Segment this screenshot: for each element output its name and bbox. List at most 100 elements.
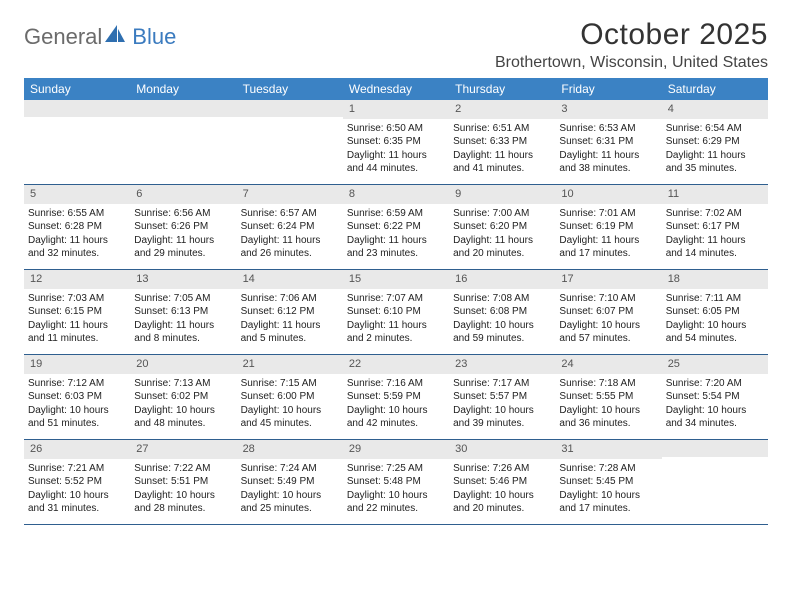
day-number: 6 bbox=[130, 185, 236, 204]
sunset-text: Sunset: 6:28 PM bbox=[28, 220, 126, 234]
day-details: Sunrise: 7:01 AMSunset: 6:19 PMDaylight:… bbox=[555, 204, 661, 265]
daylight-text: Daylight: 11 hours and 35 minutes. bbox=[666, 149, 764, 176]
sunset-text: Sunset: 6:19 PM bbox=[559, 220, 657, 234]
daylight-text: Daylight: 11 hours and 44 minutes. bbox=[347, 149, 445, 176]
daylight-text: Daylight: 10 hours and 42 minutes. bbox=[347, 404, 445, 431]
sunset-text: Sunset: 6:33 PM bbox=[453, 135, 551, 149]
daylight-text: Daylight: 11 hours and 17 minutes. bbox=[559, 234, 657, 261]
day-details: Sunrise: 7:17 AMSunset: 5:57 PMDaylight:… bbox=[449, 374, 555, 435]
daylight-text: Daylight: 10 hours and 57 minutes. bbox=[559, 319, 657, 346]
day-number: 13 bbox=[130, 270, 236, 289]
day-details: Sunrise: 7:20 AMSunset: 5:54 PMDaylight:… bbox=[662, 374, 768, 435]
day-number: 29 bbox=[343, 440, 449, 459]
day-number: 10 bbox=[555, 185, 661, 204]
day-number: 7 bbox=[237, 185, 343, 204]
daylight-text: Daylight: 11 hours and 38 minutes. bbox=[559, 149, 657, 176]
sunrise-text: Sunrise: 7:03 AM bbox=[28, 292, 126, 306]
calendar-cell: 20Sunrise: 7:13 AMSunset: 6:02 PMDayligh… bbox=[130, 355, 236, 439]
calendar-cell: 5Sunrise: 6:55 AMSunset: 6:28 PMDaylight… bbox=[24, 185, 130, 269]
day-number: 23 bbox=[449, 355, 555, 374]
sunset-text: Sunset: 6:13 PM bbox=[134, 305, 232, 319]
sunrise-text: Sunrise: 7:07 AM bbox=[347, 292, 445, 306]
day-details: Sunrise: 6:54 AMSunset: 6:29 PMDaylight:… bbox=[662, 119, 768, 180]
sunset-text: Sunset: 6:12 PM bbox=[241, 305, 339, 319]
daylight-text: Daylight: 11 hours and 23 minutes. bbox=[347, 234, 445, 261]
daylight-text: Daylight: 10 hours and 48 minutes. bbox=[134, 404, 232, 431]
calendar-page: General Blue October 2025 Brothertown, W… bbox=[0, 0, 792, 543]
day-number: 21 bbox=[237, 355, 343, 374]
sunset-text: Sunset: 5:51 PM bbox=[134, 475, 232, 489]
calendar-cell: 27Sunrise: 7:22 AMSunset: 5:51 PMDayligh… bbox=[130, 440, 236, 524]
sunrise-text: Sunrise: 7:13 AM bbox=[134, 377, 232, 391]
day-number-empty bbox=[24, 100, 130, 117]
calendar-cell: 16Sunrise: 7:08 AMSunset: 6:08 PMDayligh… bbox=[449, 270, 555, 354]
daylight-text: Daylight: 11 hours and 29 minutes. bbox=[134, 234, 232, 261]
calendar-cell: 18Sunrise: 7:11 AMSunset: 6:05 PMDayligh… bbox=[662, 270, 768, 354]
day-number: 1 bbox=[343, 100, 449, 119]
day-number: 4 bbox=[662, 100, 768, 119]
day-details: Sunrise: 7:12 AMSunset: 6:03 PMDaylight:… bbox=[24, 374, 130, 435]
sunrise-text: Sunrise: 7:06 AM bbox=[241, 292, 339, 306]
sunset-text: Sunset: 6:35 PM bbox=[347, 135, 445, 149]
sunrise-text: Sunrise: 6:59 AM bbox=[347, 207, 445, 221]
sunrise-text: Sunrise: 6:54 AM bbox=[666, 122, 764, 136]
sunrise-text: Sunrise: 7:25 AM bbox=[347, 462, 445, 476]
sunset-text: Sunset: 5:59 PM bbox=[347, 390, 445, 404]
sunset-text: Sunset: 6:22 PM bbox=[347, 220, 445, 234]
daylight-text: Daylight: 11 hours and 41 minutes. bbox=[453, 149, 551, 176]
day-number: 27 bbox=[130, 440, 236, 459]
day-number: 15 bbox=[343, 270, 449, 289]
sunset-text: Sunset: 6:15 PM bbox=[28, 305, 126, 319]
sunrise-text: Sunrise: 6:53 AM bbox=[559, 122, 657, 136]
sunrise-text: Sunrise: 7:20 AM bbox=[666, 377, 764, 391]
logo-text-general: General bbox=[24, 24, 102, 50]
day-details: Sunrise: 7:03 AMSunset: 6:15 PMDaylight:… bbox=[24, 289, 130, 350]
day-details: Sunrise: 7:08 AMSunset: 6:08 PMDaylight:… bbox=[449, 289, 555, 350]
sunrise-text: Sunrise: 7:24 AM bbox=[241, 462, 339, 476]
sunset-text: Sunset: 6:07 PM bbox=[559, 305, 657, 319]
day-details: Sunrise: 7:21 AMSunset: 5:52 PMDaylight:… bbox=[24, 459, 130, 520]
sunset-text: Sunset: 6:05 PM bbox=[666, 305, 764, 319]
calendar-cell: 1Sunrise: 6:50 AMSunset: 6:35 PMDaylight… bbox=[343, 100, 449, 184]
day-number: 25 bbox=[662, 355, 768, 374]
day-details: Sunrise: 7:07 AMSunset: 6:10 PMDaylight:… bbox=[343, 289, 449, 350]
sunrise-text: Sunrise: 7:10 AM bbox=[559, 292, 657, 306]
daylight-text: Daylight: 11 hours and 14 minutes. bbox=[666, 234, 764, 261]
day-details: Sunrise: 7:18 AMSunset: 5:55 PMDaylight:… bbox=[555, 374, 661, 435]
daylight-text: Daylight: 10 hours and 17 minutes. bbox=[559, 489, 657, 516]
sunrise-text: Sunrise: 7:26 AM bbox=[453, 462, 551, 476]
sunset-text: Sunset: 5:57 PM bbox=[453, 390, 551, 404]
day-number: 11 bbox=[662, 185, 768, 204]
day-number: 16 bbox=[449, 270, 555, 289]
sunset-text: Sunset: 6:29 PM bbox=[666, 135, 764, 149]
daylight-text: Daylight: 11 hours and 32 minutes. bbox=[28, 234, 126, 261]
daylight-text: Daylight: 10 hours and 34 minutes. bbox=[666, 404, 764, 431]
day-header: Monday bbox=[130, 78, 236, 100]
sunset-text: Sunset: 6:03 PM bbox=[28, 390, 126, 404]
sunset-text: Sunset: 6:17 PM bbox=[666, 220, 764, 234]
day-header: Wednesday bbox=[343, 78, 449, 100]
day-details: Sunrise: 6:51 AMSunset: 6:33 PMDaylight:… bbox=[449, 119, 555, 180]
sunset-text: Sunset: 5:48 PM bbox=[347, 475, 445, 489]
sunset-text: Sunset: 6:02 PM bbox=[134, 390, 232, 404]
day-header: Sunday bbox=[24, 78, 130, 100]
day-header: Saturday bbox=[662, 78, 768, 100]
calendar-cell: 25Sunrise: 7:20 AMSunset: 5:54 PMDayligh… bbox=[662, 355, 768, 439]
day-number: 14 bbox=[237, 270, 343, 289]
sunset-text: Sunset: 6:26 PM bbox=[134, 220, 232, 234]
daylight-text: Daylight: 11 hours and 5 minutes. bbox=[241, 319, 339, 346]
calendar-cell: 30Sunrise: 7:26 AMSunset: 5:46 PMDayligh… bbox=[449, 440, 555, 524]
day-number: 2 bbox=[449, 100, 555, 119]
calendar-cell: 9Sunrise: 7:00 AMSunset: 6:20 PMDaylight… bbox=[449, 185, 555, 269]
day-details: Sunrise: 7:28 AMSunset: 5:45 PMDaylight:… bbox=[555, 459, 661, 520]
day-number: 26 bbox=[24, 440, 130, 459]
sunrise-text: Sunrise: 7:21 AM bbox=[28, 462, 126, 476]
sunset-text: Sunset: 6:08 PM bbox=[453, 305, 551, 319]
sunrise-text: Sunrise: 7:16 AM bbox=[347, 377, 445, 391]
sunrise-text: Sunrise: 7:05 AM bbox=[134, 292, 232, 306]
calendar-cell: 13Sunrise: 7:05 AMSunset: 6:13 PMDayligh… bbox=[130, 270, 236, 354]
sunrise-text: Sunrise: 6:55 AM bbox=[28, 207, 126, 221]
daylight-text: Daylight: 10 hours and 20 minutes. bbox=[453, 489, 551, 516]
daylight-text: Daylight: 10 hours and 28 minutes. bbox=[134, 489, 232, 516]
sunrise-text: Sunrise: 7:00 AM bbox=[453, 207, 551, 221]
